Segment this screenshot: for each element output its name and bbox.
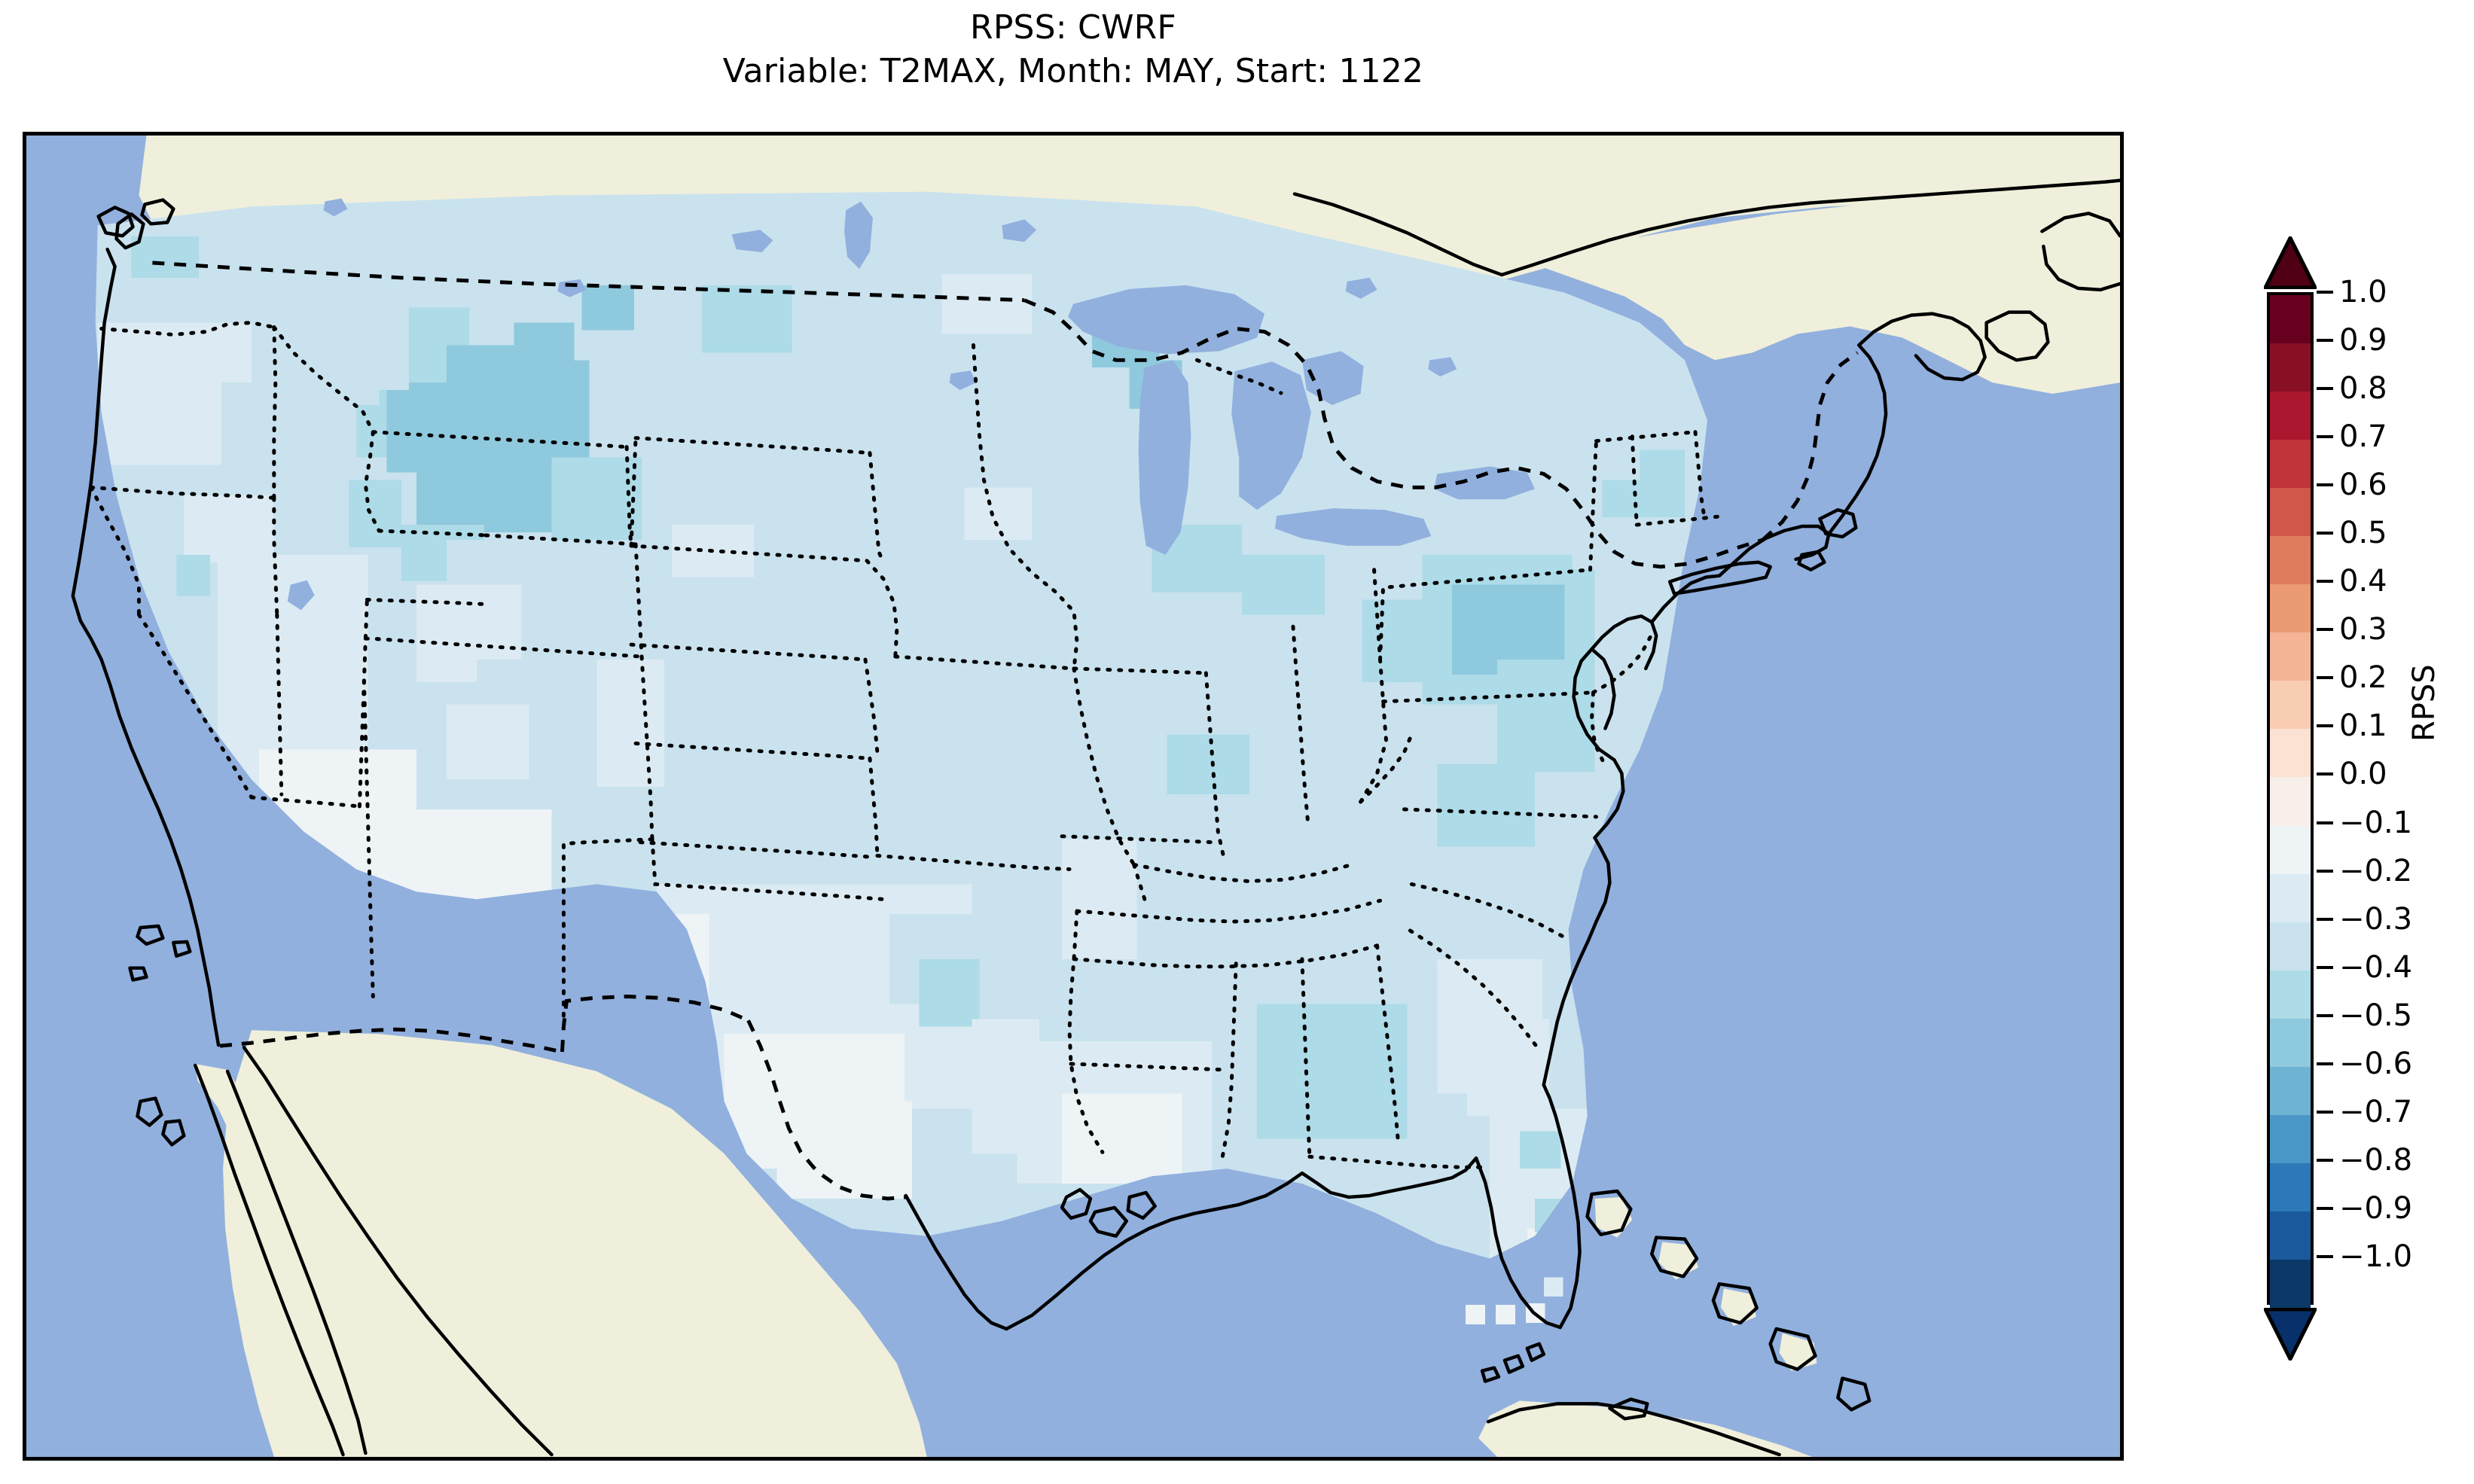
colorbar-tick (2317, 917, 2333, 921)
colorbar-band (2270, 295, 2311, 344)
colorbar-tick-label: −0.4 (2339, 949, 2413, 985)
colorbar-band (2270, 1066, 2311, 1116)
colorbar-band (2270, 729, 2311, 779)
colorbar-band (2270, 777, 2311, 827)
colorbar-tick (2317, 821, 2333, 824)
conus-map (26, 136, 2120, 1457)
colorbar-tick (2317, 1206, 2333, 1210)
colorbar-band (2270, 392, 2311, 440)
colorbar-tick-label: −0.6 (2339, 1046, 2413, 1081)
colorbar-tick-label: 0.5 (2339, 516, 2387, 551)
colorbar-tick (2317, 869, 2333, 873)
colorbar-tick-label: 0.3 (2339, 612, 2387, 648)
colorbar-band (2270, 825, 2311, 875)
colorbar-extend-down-arrow (2263, 1307, 2317, 1361)
colorbar: 1.0 0.9 0.8 0.7 0.6 0.5 0.4 0.3 0.2 0.1 0.0 −0.1 −0.… (2263, 236, 2412, 1361)
colorbar-tick-label: −0.5 (2339, 998, 2413, 1033)
colorbar-tick-label: 0.0 (2339, 757, 2387, 792)
colorbar-tick (2317, 1254, 2333, 1258)
national-borders (152, 261, 1859, 1201)
colorbar-tick (2317, 339, 2333, 343)
colorbar-tick-label: −1.0 (2339, 1239, 2413, 1274)
colorbar-tick-label: −0.1 (2339, 805, 2413, 840)
colorbar-tick-label: 0.9 (2339, 323, 2387, 358)
colorbar-tick-label: 0.7 (2339, 419, 2387, 455)
colorbar-band (2270, 632, 2311, 681)
map-panel (23, 132, 2124, 1461)
colorbar-tick (2317, 291, 2333, 294)
colorbar-band (2270, 873, 2311, 923)
colorbar-tick-label: −0.8 (2339, 1142, 2413, 1178)
colorbar-tick (2317, 724, 2333, 728)
colorbar-band (2270, 1259, 2311, 1309)
colorbar-band (2270, 488, 2311, 537)
colorbar-tick-label: −0.2 (2339, 853, 2413, 888)
colorbar-axis-label: RPSS (2407, 664, 2442, 742)
colorbar-tick-label: −0.3 (2339, 901, 2413, 937)
colorbar-tick-label: 0.8 (2339, 371, 2387, 407)
colorbar-tick (2317, 628, 2333, 632)
colorbar-tick-label: 0.4 (2339, 564, 2387, 599)
colorbar-tick (2317, 1013, 2333, 1017)
colorbar-band (2270, 343, 2311, 392)
colorbar-extend-up-arrow (2263, 236, 2317, 290)
colorbar-gradient (2267, 292, 2314, 1309)
colorbar-band (2270, 1114, 2311, 1164)
colorbar-tick (2317, 1062, 2333, 1065)
colorbar-tick (2317, 1110, 2333, 1114)
colorbar-band (2270, 1163, 2311, 1212)
colorbar-tick-label: −0.7 (2339, 1094, 2413, 1129)
colorbar-tick-label: 1.0 (2339, 275, 2387, 309)
title-line-2: Variable: T2MAX, Month: MAY, Start: 1122 (722, 52, 1424, 91)
chart-title-block: RPSS: CWRF Variable: T2MAX, Month: MAY, … (0, 6, 2146, 93)
colorbar-band (2270, 536, 2311, 585)
colorbar-tick (2317, 435, 2333, 439)
colorbar-tick (2317, 965, 2333, 969)
colorbar-band (2270, 970, 2311, 1019)
colorbar-band (2270, 1211, 2311, 1260)
colorbar-tick-label: −0.9 (2339, 1190, 2413, 1226)
colorbar-band (2270, 1018, 2311, 1068)
colorbar-tick-label: 0.2 (2339, 660, 2387, 696)
colorbar-tick (2317, 532, 2333, 535)
colorbar-tick (2317, 772, 2333, 776)
state-boundaries (89, 321, 1728, 1169)
colorbar-tick (2317, 387, 2333, 391)
colorbar-band (2270, 440, 2311, 489)
colorbar-tick-label: 0.1 (2339, 708, 2387, 744)
colorbar-tick (2317, 676, 2333, 680)
colorbar-tick (2317, 1158, 2333, 1162)
colorbar-tick (2317, 483, 2333, 487)
colorbar-tick (2317, 580, 2333, 584)
coastlines (71, 178, 2120, 1457)
colorbar-band (2270, 681, 2311, 730)
title-line-1: RPSS: CWRF (970, 8, 1176, 47)
colorbar-band (2270, 584, 2311, 633)
colorbar-tick-label: 0.6 (2339, 468, 2387, 503)
colorbar-band (2270, 922, 2311, 971)
